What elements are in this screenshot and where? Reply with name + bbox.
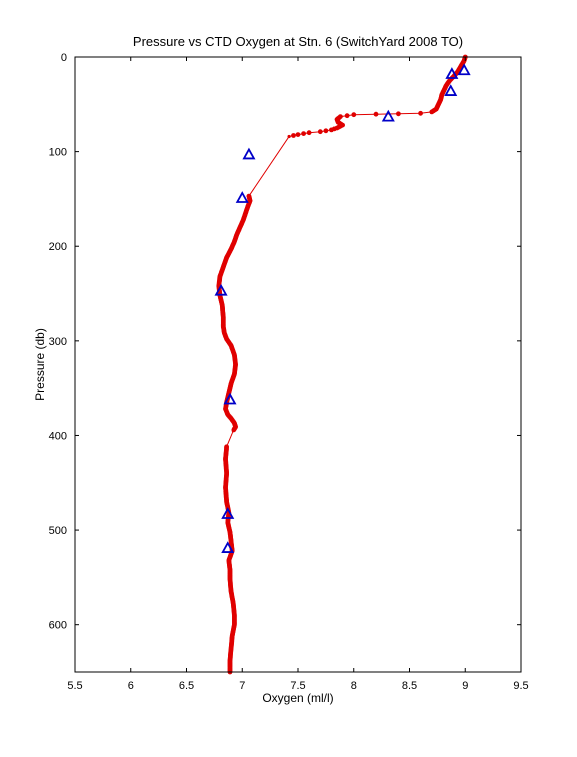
y-tick-label: 200 xyxy=(49,241,67,253)
x-tick-label: 6 xyxy=(128,680,134,692)
ctd-data-point xyxy=(301,131,306,137)
ctd-data-point xyxy=(317,129,323,135)
bottle-sample-marker xyxy=(221,541,235,553)
bottle-sample-marker xyxy=(445,67,459,79)
x-tick-label: 5.5 xyxy=(67,680,82,692)
bottle-sample-marker xyxy=(381,109,395,122)
x-tick-label: 9.5 xyxy=(513,680,528,692)
y-tick-label: 400 xyxy=(49,430,67,442)
y-tick-label: 300 xyxy=(49,336,67,348)
x-tick-label: 7 xyxy=(239,680,245,692)
ctd-data-point xyxy=(323,128,329,134)
plot-marks xyxy=(214,54,471,675)
y-tick-label: 0 xyxy=(61,52,67,64)
y-tick-label: 500 xyxy=(49,525,67,537)
bottle-sample-marker xyxy=(242,147,256,160)
x-tick-label: 8 xyxy=(351,680,357,692)
ctd-data-point xyxy=(344,113,350,119)
ctd-data-point xyxy=(373,111,379,117)
x-tick-label: 9 xyxy=(462,680,468,692)
chart-title: Pressure vs CTD Oxygen at Stn. 6 (Switch… xyxy=(133,34,463,49)
ctd-data-point xyxy=(418,110,423,116)
ctd-data-point xyxy=(351,112,357,118)
ctd-data-point xyxy=(287,134,291,139)
ctd-data-point xyxy=(396,111,401,117)
bottle-sample-marker xyxy=(444,84,458,96)
x-tick-label: 8.5 xyxy=(402,680,417,692)
x-tick-label: 7.5 xyxy=(290,680,305,692)
bottle-sample-marker xyxy=(235,191,249,203)
x-axis: 5.5 6 6.5 7 7.5 8 8.5 9 9.5 xyxy=(67,57,529,692)
y-tick-label: 100 xyxy=(49,147,67,159)
ctd-data-point xyxy=(306,130,312,136)
ctd-data-point xyxy=(231,429,235,433)
ctd-data-point xyxy=(429,109,435,115)
y-axis-title: Pressure (db) xyxy=(33,328,47,401)
plot-frame xyxy=(74,56,522,673)
x-tick-label: 6.5 xyxy=(179,680,194,692)
ctd-data-point xyxy=(329,127,334,133)
x-axis-title: Oxygen (ml/l) xyxy=(262,691,333,705)
bottle-sample-marker xyxy=(223,392,237,405)
bottle-sample-marker xyxy=(214,283,228,296)
bottle-sample-marker xyxy=(221,507,235,519)
ctd-data-point xyxy=(295,132,301,138)
bottle-sample-marker xyxy=(457,63,471,76)
ctd-oxygen-line xyxy=(218,56,466,672)
ctd-data-point xyxy=(291,133,296,138)
y-tick-label: 600 xyxy=(49,620,67,632)
y-axis: 0 100 200 300 400 500 600 xyxy=(49,52,521,632)
